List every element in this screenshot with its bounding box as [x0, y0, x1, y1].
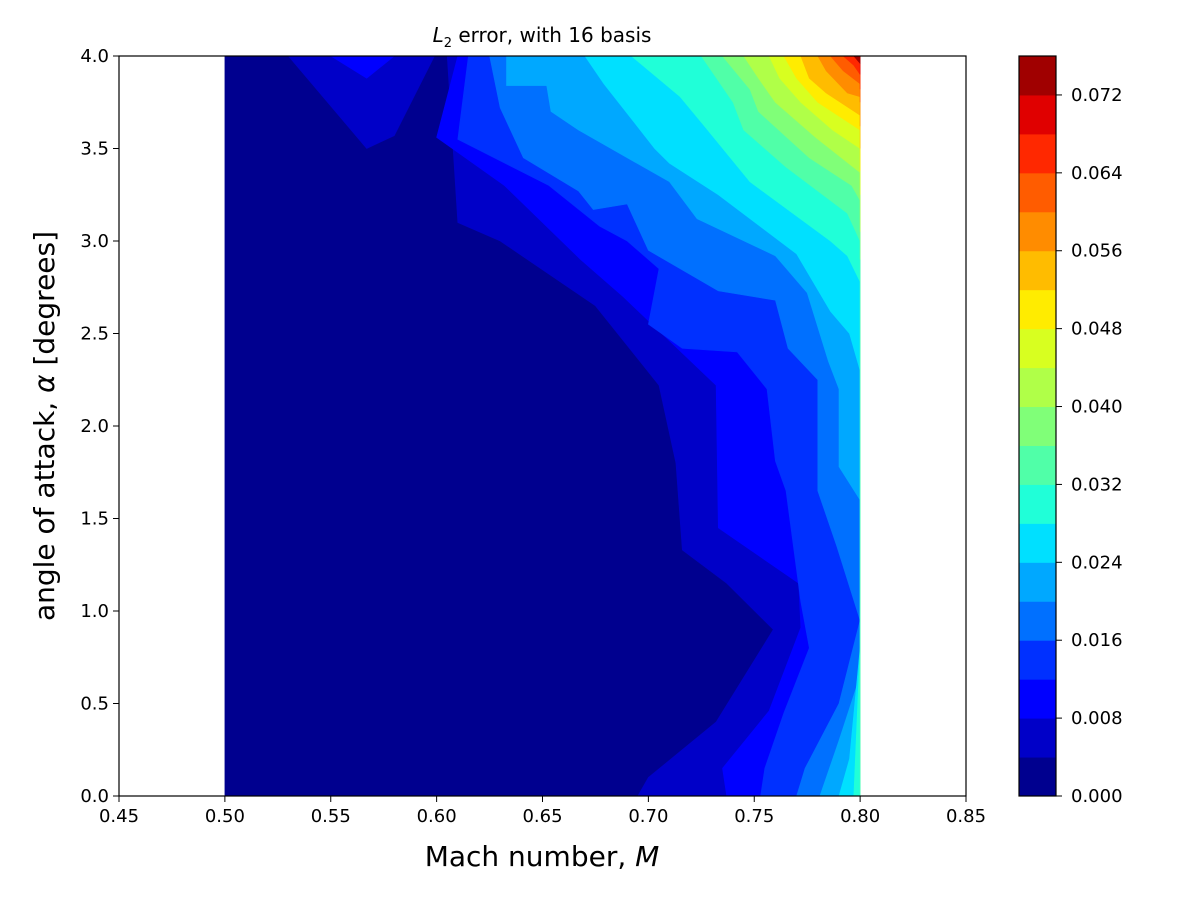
colorbar-segment [1019, 406, 1056, 446]
y-tick-label: 3.0 [80, 231, 109, 252]
colorbar-segment [1019, 56, 1056, 96]
y-tick-label: 1.5 [80, 509, 109, 530]
colorbar-segment [1019, 328, 1056, 369]
colorbar-segment [1019, 679, 1056, 719]
colorbar-segment [1019, 718, 1056, 758]
y-tick-label: 2.5 [80, 324, 109, 345]
colorbar-segment [1019, 367, 1056, 408]
colorbar-segment [1019, 523, 1056, 563]
x-tick-label: 0.50 [205, 806, 245, 827]
x-tick-label: 0.70 [628, 806, 668, 827]
title-rest: error, with 16 basis [452, 23, 651, 47]
colorbar-tick-label: 0.032 [1071, 474, 1123, 495]
colorbar-segment [1019, 640, 1056, 680]
y-tick-label: 4.0 [80, 46, 109, 67]
y-tick-label: 0.0 [80, 786, 109, 807]
colorbar-tick-label: 0.040 [1071, 397, 1123, 418]
colorbar [1019, 56, 1056, 797]
colorbar-tick-label: 0.000 [1071, 786, 1123, 807]
x-axis-ticks: 0.45 0.50 0.55 0.60 0.65 0.70 0.75 0.80 0.85 [99, 796, 986, 827]
colorbar-tick-label: 0.024 [1071, 552, 1123, 573]
colorbar-segment [1019, 94, 1056, 135]
colorbar-segment [1019, 250, 1056, 291]
title-subscript: 2 [444, 36, 452, 51]
title-base: L [433, 23, 444, 47]
y-axis-label: angle of attack, α [degrees] [28, 231, 61, 621]
colorbar-tick-label: 0.072 [1071, 85, 1123, 106]
x-tick-label: 0.55 [311, 806, 351, 827]
y-axis-ticks: 0.0 0.5 1.0 1.5 2.0 2.5 3.0 3.5 4.0 [80, 46, 119, 807]
colorbar-tick-label: 0.048 [1071, 319, 1123, 340]
colorbar-tick-label: 0.008 [1071, 708, 1123, 729]
colorbar-tick-label: 0.016 [1071, 630, 1123, 651]
colorbar-segment [1019, 445, 1056, 485]
colorbar-segment [1019, 601, 1056, 641]
x-tick-label: 0.75 [734, 806, 774, 827]
x-tick-label: 0.60 [417, 806, 457, 827]
colorbar-segment [1019, 484, 1056, 524]
y-tick-label: 0.5 [80, 694, 109, 715]
contour-bands [224, 56, 861, 796]
x-tick-label: 0.85 [946, 806, 986, 827]
colorbar-tick-label: 0.056 [1071, 241, 1123, 262]
colorbar-segment [1019, 211, 1056, 252]
colorbar-ticks: 0.000 0.008 0.016 0.024 0.032 0.040 0.048 0.056… [1056, 85, 1123, 807]
y-tick-label: 2.0 [80, 416, 109, 437]
colorbar-segment [1019, 172, 1056, 213]
y-tick-label: 3.5 [80, 139, 109, 160]
x-tick-label: 0.65 [522, 806, 562, 827]
colorbar-segment [1019, 289, 1056, 330]
chart-title: L2 error, with 16 basis [433, 23, 652, 51]
x-axis-label: Mach number, M [425, 840, 660, 873]
colorbar-tick-label: 0.064 [1071, 163, 1123, 184]
colorbar-frame [1018, 55, 1057, 797]
x-tick-label: 0.80 [840, 806, 880, 827]
x-tick-label: 0.45 [99, 806, 139, 827]
colorbar-segment [1019, 133, 1056, 174]
contour-band-18 [853, 56, 861, 65]
y-tick-label: 1.0 [80, 601, 109, 622]
colorbar-segment [1019, 757, 1056, 797]
contour-band-5 [506, 56, 861, 796]
colorbar-segment [1019, 562, 1056, 602]
